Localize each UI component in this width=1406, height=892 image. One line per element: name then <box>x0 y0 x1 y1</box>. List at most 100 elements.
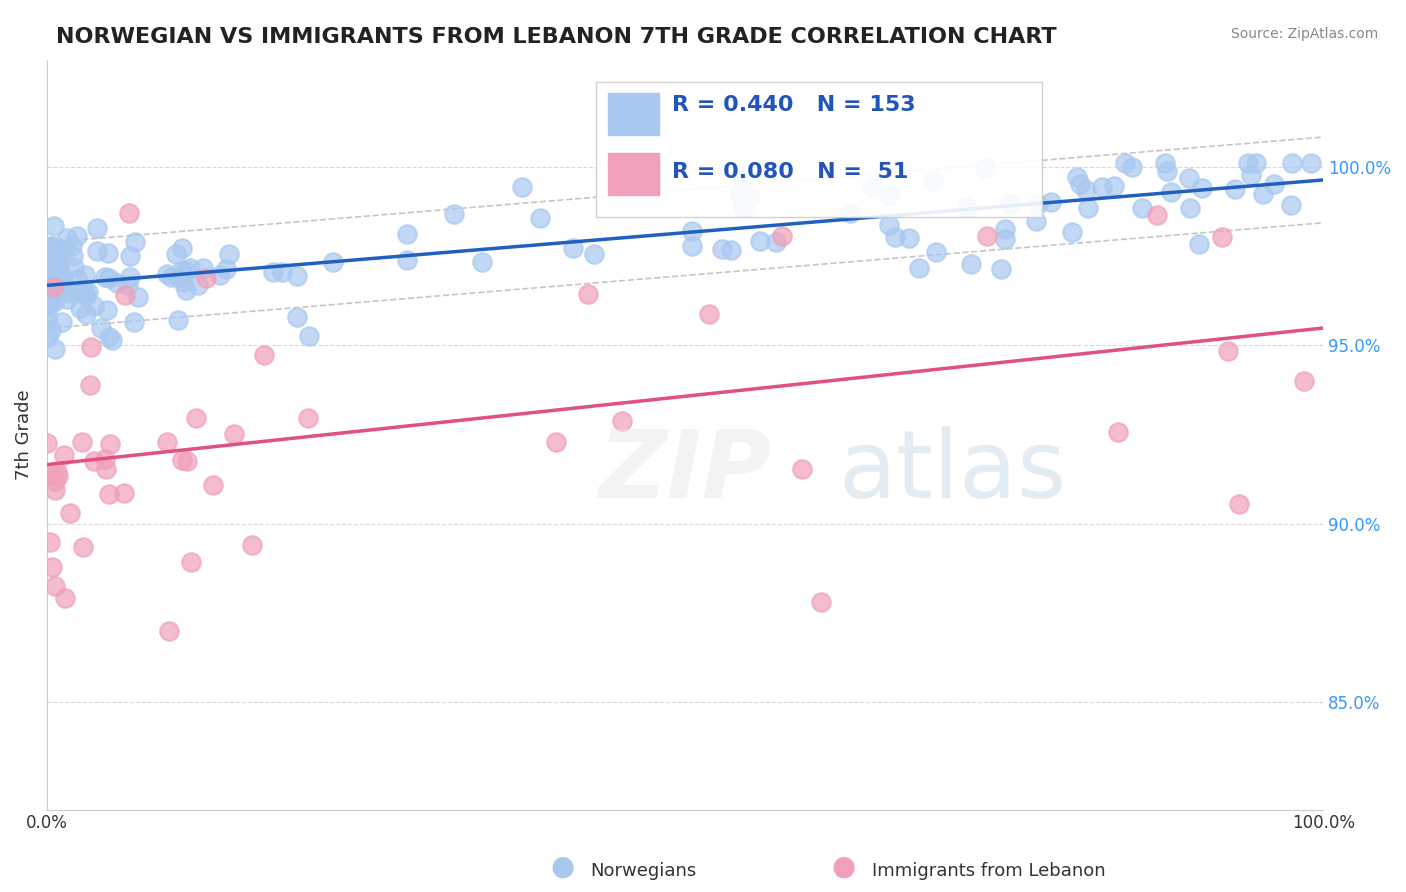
Point <box>86 221 108 235</box>
Point <box>120 269 142 284</box>
Point <box>191 260 214 275</box>
Point <box>124 315 146 329</box>
Point <box>1107 425 1129 439</box>
Point <box>39 240 62 254</box>
Point <box>167 270 190 285</box>
Point <box>51 273 73 287</box>
Point <box>159 270 181 285</box>
Point <box>46 468 69 483</box>
Point <box>83 454 105 468</box>
Point <box>35 251 58 265</box>
Point <box>727 186 749 201</box>
Point <box>174 284 197 298</box>
Point <box>510 179 533 194</box>
Point <box>187 277 209 292</box>
Point <box>576 287 599 301</box>
Point <box>37 256 59 270</box>
Point <box>114 287 136 301</box>
Point <box>681 239 703 253</box>
Point <box>1211 230 1233 244</box>
Point <box>184 411 207 425</box>
Point <box>60 239 83 253</box>
Point <box>976 229 998 244</box>
Point <box>59 286 82 301</box>
Point <box>765 235 787 250</box>
Point <box>39 273 62 287</box>
Point <box>922 173 945 187</box>
Point <box>98 270 121 285</box>
Point <box>86 244 108 258</box>
Point <box>62 260 84 274</box>
Point <box>1178 201 1201 215</box>
Point <box>37 330 59 344</box>
Point <box>44 483 66 497</box>
Point <box>51 244 73 259</box>
Point <box>224 426 246 441</box>
Point <box>562 242 585 256</box>
Point <box>1091 180 1114 194</box>
Point <box>1191 181 1213 195</box>
Point <box>94 451 117 466</box>
FancyBboxPatch shape <box>609 94 659 135</box>
Point <box>180 555 202 569</box>
Point <box>1246 156 1268 170</box>
Point <box>1240 168 1263 182</box>
Point <box>202 478 225 492</box>
Point <box>974 161 997 175</box>
Point <box>1292 374 1315 388</box>
Point <box>877 218 900 232</box>
Point <box>51 269 73 284</box>
Point <box>960 257 983 271</box>
Point <box>112 485 135 500</box>
Point <box>90 321 112 335</box>
Point <box>46 254 69 268</box>
Point <box>98 437 121 451</box>
Point <box>79 378 101 392</box>
Point <box>285 268 308 283</box>
Point <box>612 414 634 428</box>
Point <box>170 453 193 467</box>
Point <box>170 263 193 277</box>
Point <box>1132 201 1154 215</box>
Point <box>1102 179 1125 194</box>
Point <box>1025 213 1047 227</box>
Point <box>253 348 276 362</box>
Point <box>73 268 96 282</box>
Point <box>907 261 929 276</box>
Point <box>38 293 60 307</box>
Point <box>75 288 97 302</box>
Point <box>39 279 62 293</box>
Point <box>98 330 121 344</box>
Point <box>120 249 142 263</box>
Point <box>546 435 568 450</box>
Point <box>1279 198 1302 212</box>
Point <box>998 195 1021 210</box>
Point <box>94 462 117 476</box>
Point <box>37 269 59 284</box>
Point <box>39 535 62 549</box>
Point <box>1077 201 1099 215</box>
Point <box>45 240 67 254</box>
Point <box>1114 156 1136 170</box>
Point <box>176 454 198 468</box>
Point <box>67 283 90 297</box>
Point <box>1281 156 1303 170</box>
Point <box>1218 343 1240 358</box>
Text: R = 0.440   N = 153: R = 0.440 N = 153 <box>672 95 915 114</box>
Point <box>529 211 551 226</box>
Point <box>117 278 139 293</box>
Point <box>1069 178 1091 192</box>
Point <box>51 315 73 329</box>
Point <box>1039 195 1062 210</box>
Point <box>1223 182 1246 196</box>
Point <box>860 179 883 194</box>
Point <box>297 410 319 425</box>
Point <box>35 314 58 328</box>
Point <box>790 462 813 476</box>
Point <box>37 260 59 274</box>
Point <box>770 228 793 243</box>
Point <box>45 276 67 290</box>
Point <box>48 261 70 276</box>
Point <box>720 243 742 257</box>
Point <box>59 507 82 521</box>
